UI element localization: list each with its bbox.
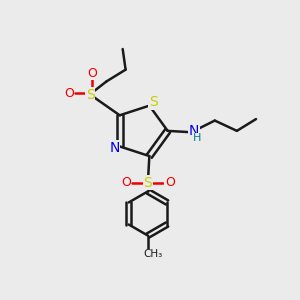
Text: O: O [165, 176, 175, 189]
Text: N: N [109, 141, 120, 155]
Text: CH₃: CH₃ [144, 249, 163, 259]
Text: H: H [193, 133, 201, 143]
Text: O: O [87, 67, 97, 80]
Text: S: S [86, 88, 95, 102]
Text: S: S [149, 95, 158, 109]
Text: N: N [189, 124, 200, 138]
Text: O: O [121, 176, 131, 189]
Text: S: S [143, 176, 152, 190]
Text: O: O [64, 87, 74, 100]
